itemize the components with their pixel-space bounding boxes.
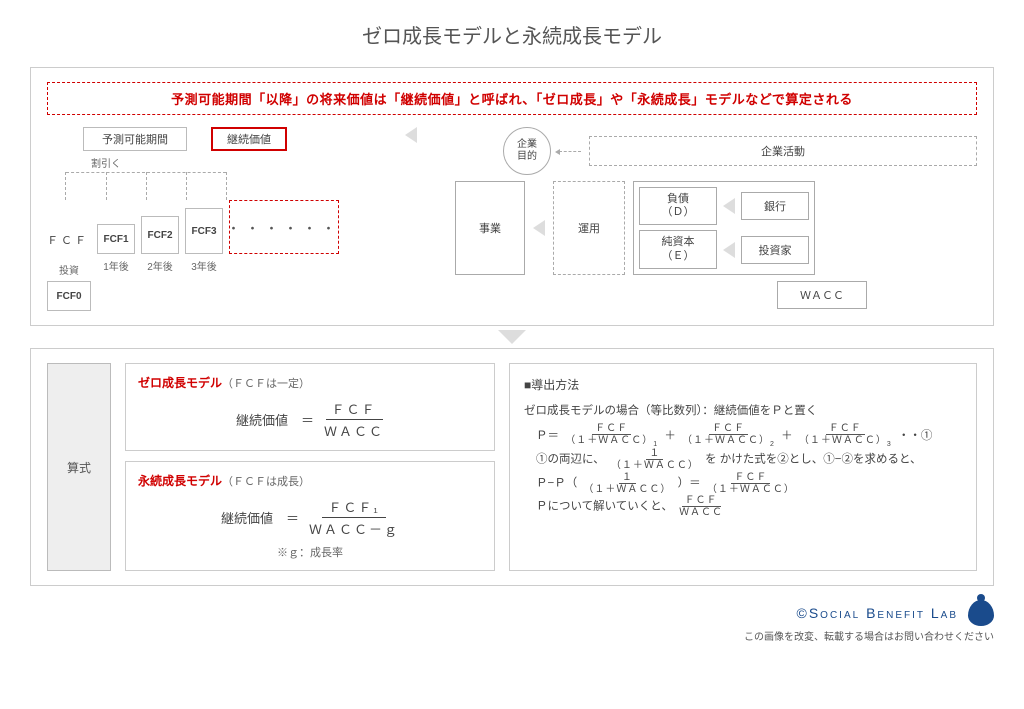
wacc-box: ＷＡＣＣ <box>777 281 867 309</box>
business-box: 事業 <box>455 181 525 275</box>
year-2: 2年後 <box>141 258 179 277</box>
debt-box: 負債 （Ｄ） <box>639 187 717 225</box>
page-title: ゼロ成長モデルと永続成長モデル <box>30 20 994 49</box>
invest-label: 投資 <box>47 262 91 277</box>
zero-title: ゼロ成長モデル <box>138 376 222 390</box>
period-label: 予測可能期間 <box>83 127 187 151</box>
separator <box>30 330 994 344</box>
fcf-box-2: FCF2 <box>141 216 179 254</box>
deriv-line-3: Ｐについて解いていくと、 ＦＣＦＷＡＣＣ <box>524 495 962 518</box>
investor-box: 投資家 <box>741 236 809 264</box>
zero-growth-box: ゼロ成長モデル（ＦＣＦは一定） 継続価値 ＝ ＦＣＦ ＷＡＣＣ <box>125 363 495 451</box>
discount-lines <box>65 172 265 200</box>
purpose-circle: 企業 目的 <box>503 127 551 175</box>
perp-title: 永続成長モデル <box>138 474 222 488</box>
fcf-label: ＦＣＦ <box>47 232 91 254</box>
tri-icon <box>723 242 735 258</box>
structure-block: 企業 目的 企業活動 事業 運用 負債 （Ｄ） 銀行 純資本 （Ｅ） <box>435 127 977 311</box>
activity-box: 企業活動 <box>589 136 977 166</box>
discount-label: 割引く <box>91 155 387 170</box>
fcf-box-3: FCF3 <box>185 208 223 254</box>
fcf-box-1: FCF1 <box>97 224 135 254</box>
cv-eq: 継続価値 ＝ <box>221 508 299 527</box>
year-1: 1年後 <box>97 258 135 277</box>
perp-note: （ＦＣＦは成長） <box>222 476 310 488</box>
deriv-line-1: ゼロ成長モデルの場合（等比数列）：継続価値をＰと置く <box>524 401 962 423</box>
cont-value-label: 継続価値 <box>211 127 287 151</box>
top-panel: 予測可能期間「以降」の将来価値は「継続価値」と呼ばれ、「ゼロ成長」や「永続成長」… <box>30 67 994 326</box>
equity-box: 純資本 （Ｅ） <box>639 230 717 268</box>
deriv-header: ■導出方法 <box>524 374 962 397</box>
zero-fraction: ＦＣＦ ＷＡＣＣ <box>324 399 384 440</box>
derivation-box: ■導出方法 ゼロ成長モデルの場合（等比数列）：継続価値をＰと置く Ｐ＝ ＦＣＦ（… <box>509 363 977 571</box>
bank-box: 銀行 <box>741 192 809 220</box>
dash-arrow-icon <box>559 151 581 152</box>
deriv-eq-2: Ｐ−Ｐ（ １（１＋ＷＡＣＣ） ）＝ ＦＣＦ（１＋ＷＡＣＣ） <box>524 472 962 495</box>
down-triangle-icon <box>498 330 526 344</box>
deriv-eq-1: Ｐ＝ ＦＣＦ（１＋ＷＡＣＣ）1 ＋ ＦＣＦ（１＋ＷＡＣＣ）2 ＋ ＦＣＦ（１＋Ｗ… <box>524 423 962 449</box>
perp-fraction: ＦＣＦ₁ ＷＡＣＣ－ｇ <box>309 497 399 538</box>
footer: ©Social Benefit Lab <box>30 600 994 626</box>
tri-icon <box>723 198 735 214</box>
brand-text: ©Social Benefit Lab <box>797 605 958 621</box>
zero-note: （ＦＣＦは一定） <box>222 378 310 390</box>
cv-eq: 継続価値 ＝ <box>236 410 314 429</box>
operation-box: 運用 <box>553 181 625 275</box>
g-note: ※ｇ：成長率 <box>138 544 482 560</box>
deriv-line-2: ①の両辺に、 １（１＋ＷＡＣＣ） を かけた式を②とし、①−②を求めると、 <box>524 448 962 471</box>
tri-icon <box>533 220 545 236</box>
brand-logo-icon <box>968 600 994 626</box>
perp-growth-box: 永続成長モデル（ＦＣＦは成長） 継続価値 ＝ ＦＣＦ₁ ＷＡＣＣ－ｇ ※ｇ：成長… <box>125 461 495 571</box>
cont-box: ・・・・・・ <box>229 200 339 254</box>
formula-section-label: 算式 <box>47 363 111 571</box>
year-3: 3年後 <box>185 258 223 277</box>
bottom-panel: 算式 ゼロ成長モデル（ＦＣＦは一定） 継続価値 ＝ ＦＣＦ ＷＡＣＣ 永続成長モ… <box>30 348 994 586</box>
banner-text: 予測可能期間「以降」の将来価値は「継続価値」と呼ばれ、「ゼロ成長」や「永続成長」… <box>47 82 977 115</box>
forecast-block: 予測可能期間 継続価値 割引く ＦＣＦ FCF1 FCF2 FCF3 ・・・・・… <box>47 127 387 311</box>
footer-note: この画像を改変、転載する場合はお問い合わせください <box>30 628 994 643</box>
fcf0-box: FCF0 <box>47 281 91 311</box>
arrow-left-icon <box>405 127 417 143</box>
